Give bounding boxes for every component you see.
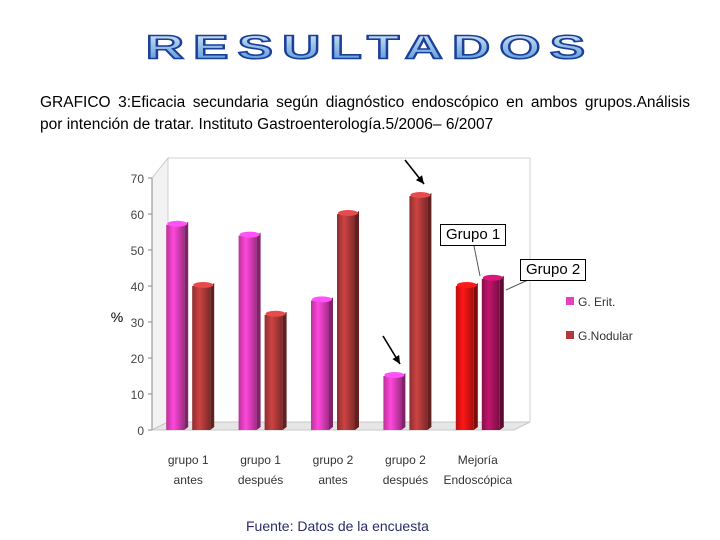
bar-g-erit — [166, 220, 189, 430]
x-tick-label: después — [238, 473, 283, 487]
legend-swatch — [566, 331, 574, 339]
bar-g-nodular — [409, 192, 432, 430]
legend-label: G.Nodular — [578, 329, 633, 343]
bar-top — [167, 220, 188, 227]
bar-front — [192, 286, 211, 430]
bar-g-nodular — [337, 210, 359, 430]
bar-g-erit — [238, 231, 261, 430]
chart-side-wall — [151, 156, 169, 431]
bar-front — [455, 286, 474, 430]
y-tick-label: 50 — [131, 244, 145, 258]
x-tick-label: grupo 2 — [385, 453, 426, 467]
callout-grupo-2: Grupo 2 — [520, 259, 587, 281]
x-tick-label: Endoscópica — [443, 473, 512, 487]
bar-front — [238, 235, 257, 430]
legend-label: G. Erit. — [578, 295, 615, 309]
bar-g-erit — [455, 282, 478, 430]
bar-front — [409, 196, 428, 430]
y-tick-label: 10 — [131, 388, 145, 402]
slide-title-text: RESULTADOS — [146, 29, 595, 66]
bar-side — [355, 211, 359, 430]
bar-front — [337, 214, 355, 430]
legend-swatch — [566, 297, 574, 305]
bar-side — [256, 232, 261, 430]
bar-side — [210, 283, 215, 430]
bar-side — [184, 221, 189, 430]
bar-side — [473, 283, 478, 430]
bar-g-nodular — [481, 274, 504, 430]
chart-caption: GRAFICO 3:Eficacia secundaria según diag… — [40, 94, 690, 133]
x-tick-label: antes — [174, 473, 203, 487]
bar-top — [265, 310, 286, 317]
bar-top — [312, 296, 332, 303]
bar-top — [239, 231, 260, 238]
arrow-to-low-icon — [382, 335, 401, 365]
x-tick-label: Mejoría — [458, 453, 498, 467]
bar-g-erit — [383, 372, 406, 430]
y-tick-label: 30 — [131, 316, 145, 330]
callout-1-leader — [473, 245, 481, 277]
bar-top — [482, 274, 503, 281]
y-tick-label: 40 — [131, 280, 145, 294]
bar-side — [329, 297, 333, 430]
source-note: Fuente: Datos de la encuesta — [246, 518, 429, 534]
x-tick-label: antes — [318, 473, 347, 487]
y-tick-label: 70 — [131, 172, 145, 186]
bar-side — [282, 311, 287, 430]
arrow-to-peak-icon — [404, 159, 425, 185]
y-tick-label: 20 — [131, 352, 145, 366]
x-tick-label: grupo 1 — [168, 453, 209, 467]
bar-g-nodular — [192, 282, 215, 430]
bar-front — [481, 278, 500, 430]
bar-top — [456, 282, 477, 288]
y-tick-label: 60 — [131, 208, 145, 222]
bar-front — [264, 314, 283, 430]
bar-top — [193, 282, 214, 288]
bar-side — [427, 193, 432, 430]
x-tick-label: grupo 1 — [240, 453, 281, 467]
bar-side — [499, 275, 504, 430]
y-tick-label: 0 — [137, 424, 144, 438]
bar-top — [410, 192, 431, 198]
slide-title: RESULTADOS — [145, 28, 595, 67]
callout-2-leader — [505, 279, 529, 291]
x-tick-label: después — [383, 473, 428, 487]
bar-front — [166, 224, 185, 430]
callout-grupo-1: Grupo 1 — [440, 224, 507, 246]
x-tick-label: grupo 2 — [313, 453, 354, 467]
y-axis-label: % — [111, 309, 123, 325]
bar-g-nodular — [264, 310, 287, 430]
bar-front — [383, 376, 402, 430]
bar-front — [311, 300, 329, 430]
bar-g-erit — [311, 296, 333, 430]
bar-top — [338, 210, 358, 216]
bar-top — [384, 372, 405, 378]
bar-side — [401, 373, 406, 430]
